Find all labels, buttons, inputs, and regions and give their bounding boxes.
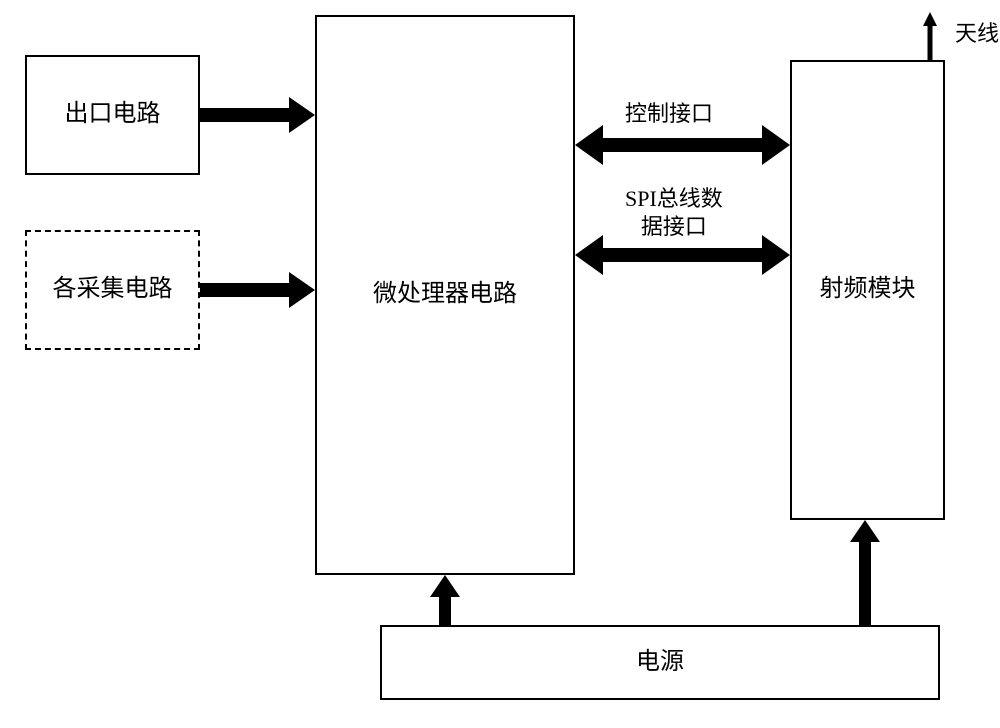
- power_to_rf-arrow: [831, 486, 899, 659]
- power_to_mcu-arrow: [411, 541, 479, 659]
- collect_to_mcu-arrow: [160, 250, 355, 330]
- ctrl_iface-arrow: [531, 101, 834, 189]
- antenna-label: 天线: [955, 20, 999, 48]
- power-label: 电源: [636, 647, 684, 678]
- export-label: 出口电路: [65, 99, 161, 130]
- rf_to_antenna-arrow: [912, 0, 948, 78]
- collect-label: 各采集电路: [53, 274, 173, 305]
- export_to_mcu-arrow: [160, 75, 355, 155]
- mcu-label: 微处理器电路: [373, 279, 517, 310]
- spi_iface-arrow: [531, 211, 834, 299]
